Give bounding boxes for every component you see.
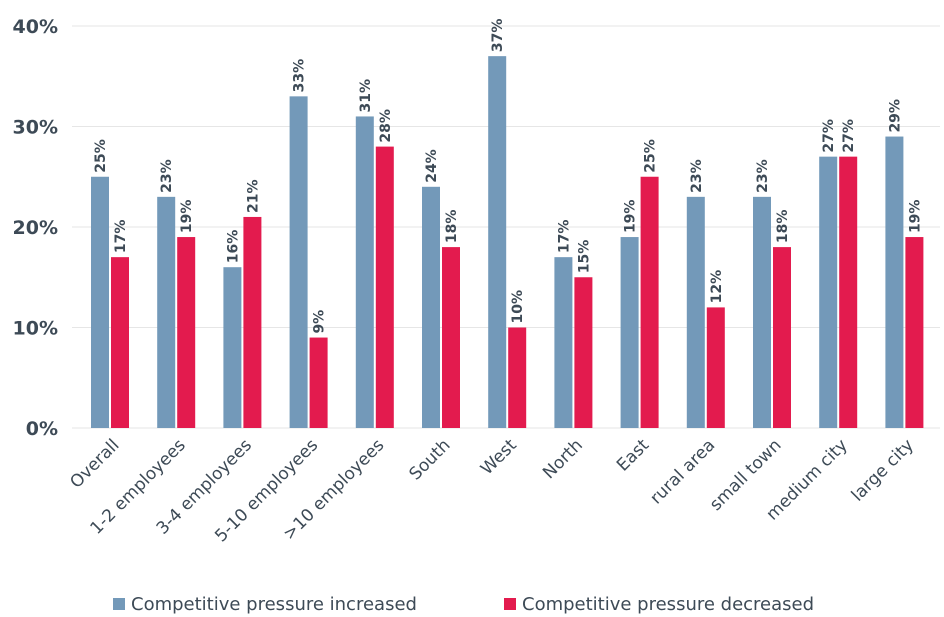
data-label: 19% (179, 200, 195, 234)
data-label: 37% (490, 19, 506, 53)
data-label: 18% (444, 210, 460, 244)
bar-increased (554, 257, 573, 428)
y-tick-label: 20% (13, 217, 58, 239)
y-tick-label: 40% (13, 16, 58, 38)
data-label: 15% (576, 240, 592, 274)
legend-label-increased: Competitive pressure increased (131, 594, 417, 615)
data-label: 23% (689, 159, 705, 193)
data-label: 9% (312, 310, 328, 334)
bar-increased (355, 116, 374, 428)
bar-decreased (706, 307, 725, 428)
data-label: 19% (907, 200, 923, 234)
bar-decreased (243, 216, 262, 428)
data-label: 31% (358, 79, 374, 113)
data-label: 33% (292, 59, 308, 93)
data-label: 23% (159, 159, 175, 193)
data-label: 27% (821, 119, 837, 153)
data-label: 23% (755, 159, 771, 193)
bar-increased (885, 136, 904, 429)
legend-swatch-decreased (504, 598, 516, 610)
bar-decreased (508, 327, 527, 428)
y-axis-ticks: 0% 10% 20% 30% 40% (13, 16, 58, 440)
x-tick-label: East (613, 435, 653, 475)
y-tick-label: 30% (13, 117, 58, 139)
data-label: 18% (775, 210, 791, 244)
bar-decreased (773, 247, 791, 428)
data-labels: 25%17%23%19%16%21%33%9%31%28%24%18%37%10… (93, 19, 923, 334)
bars (91, 56, 924, 429)
bar-increased (223, 267, 242, 428)
bar-decreased (839, 156, 858, 428)
bar-increased (488, 56, 507, 429)
data-label: 19% (623, 200, 639, 234)
bar-decreased (309, 337, 328, 428)
bar-decreased (177, 237, 196, 428)
legend-label-decreased: Competitive pressure decreased (522, 594, 814, 615)
data-label: 28% (378, 109, 394, 143)
bar-decreased (905, 237, 924, 428)
bar-increased (157, 196, 176, 428)
bar-increased (819, 156, 838, 428)
bar-increased (620, 237, 639, 428)
bar-decreased (442, 247, 460, 428)
data-label: 10% (510, 290, 526, 324)
x-tick-label: North (539, 435, 587, 483)
x-tick-label: large city (848, 435, 918, 505)
data-label: 21% (245, 179, 261, 213)
data-label: 17% (113, 220, 129, 254)
bar-increased (289, 96, 308, 428)
bar-increased (686, 196, 705, 428)
data-label: 29% (887, 99, 903, 133)
bar-decreased (375, 146, 394, 428)
bar-increased (422, 186, 440, 428)
data-label: 25% (93, 139, 109, 173)
data-label: 16% (225, 230, 241, 264)
legend: Competitive pressure increased Competitiv… (113, 594, 814, 615)
y-tick-label: 10% (13, 318, 58, 340)
data-label: 17% (556, 220, 572, 254)
bar-decreased (640, 176, 659, 428)
data-label: 12% (709, 270, 725, 304)
x-tick-label: Overall (66, 435, 123, 492)
bar-decreased (111, 257, 129, 428)
data-label: 24% (424, 149, 440, 183)
x-tick-label: West (477, 435, 521, 479)
y-tick-label: 0% (26, 418, 58, 440)
data-label: 27% (841, 119, 857, 153)
x-tick-label: South (405, 435, 454, 484)
legend-swatch-increased (113, 598, 125, 610)
bar-increased (753, 196, 771, 428)
bar-increased (91, 176, 109, 428)
data-label: 25% (643, 139, 659, 173)
bar-decreased (574, 277, 593, 428)
